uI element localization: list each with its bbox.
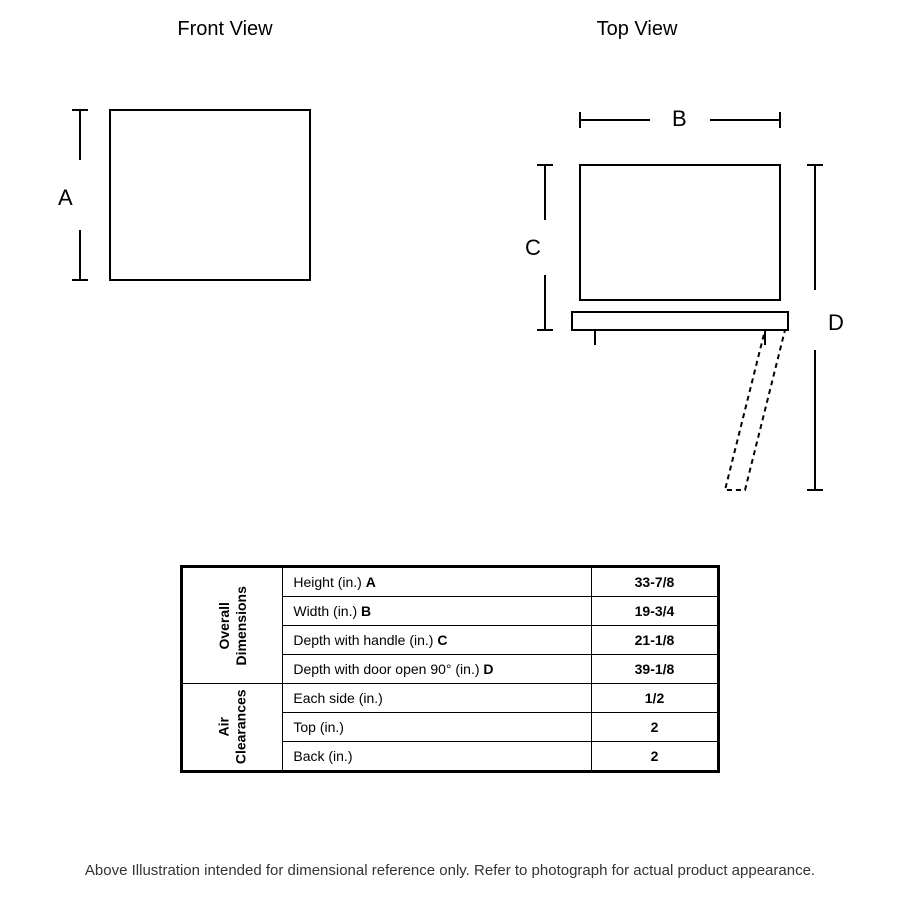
dim-label-a: A	[58, 185, 73, 211]
top-view-diagram	[500, 90, 860, 510]
row-label: Depth with handle (in.) C	[283, 626, 592, 655]
row-value: 19-3/4	[592, 597, 719, 626]
dim-label-b: B	[672, 106, 687, 132]
top-view-title: Top View	[562, 18, 712, 41]
group-header-air: AirClearances	[182, 684, 283, 772]
row-value: 39-1/8	[592, 655, 719, 684]
front-view-diagram	[50, 100, 330, 300]
group-header-overall: OverallDimensions	[182, 567, 283, 684]
row-label: Depth with door open 90° (in.) D	[283, 655, 592, 684]
row-label: Each side (in.)	[283, 684, 592, 713]
dim-label-d: D	[828, 310, 844, 336]
row-value: 1/2	[592, 684, 719, 713]
row-label: Width (in.) B	[283, 597, 592, 626]
row-label: Back (in.)	[283, 742, 592, 772]
dim-label-c: C	[525, 235, 541, 261]
dimensions-table: OverallDimensions Height (in.) A 33-7/8 …	[180, 565, 720, 773]
row-value: 21-1/8	[592, 626, 719, 655]
row-label: Height (in.) A	[283, 567, 592, 597]
row-value: 2	[592, 713, 719, 742]
row-value: 33-7/8	[592, 567, 719, 597]
row-value: 2	[592, 742, 719, 772]
front-view-title: Front View	[150, 18, 300, 41]
row-label: Top (in.)	[283, 713, 592, 742]
disclaimer-text: Above Illustration intended for dimensio…	[0, 862, 900, 879]
